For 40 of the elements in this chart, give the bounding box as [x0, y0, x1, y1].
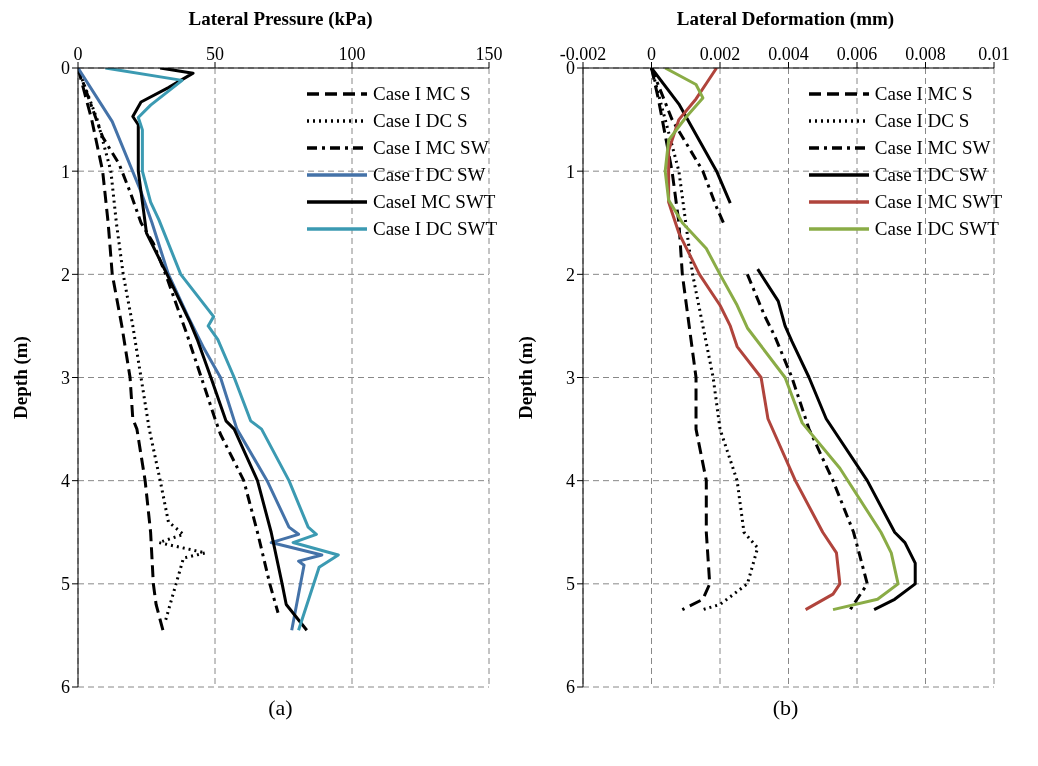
x-tick-label: 0.01	[978, 44, 1010, 64]
y-tick-label: 6	[566, 677, 575, 698]
x-tick-label: 0.006	[836, 44, 878, 64]
y-tick-label: 5	[566, 574, 575, 595]
x-tick-label: 0.008	[905, 44, 946, 64]
y-tick-label: 1	[566, 161, 575, 182]
legend-label: Case I MC SW	[372, 136, 489, 160]
x-tick-label: 150	[475, 44, 503, 64]
y-tick-label: 0	[61, 58, 70, 79]
x-tick-label: 100	[338, 44, 366, 64]
y-tick-label: 1	[61, 161, 70, 182]
y-axis-title: Depth (m)	[514, 336, 537, 419]
y-axis-title: Depth (m)	[9, 336, 32, 419]
y-tick-label: 2	[61, 264, 70, 285]
y-tick-label: 6	[61, 677, 70, 698]
legend-label: Case I MC S	[874, 82, 973, 106]
x-axis-title: Lateral Deformation (mm)	[675, 8, 896, 30]
text: (b)	[772, 695, 799, 720]
y-tick-label: 2	[566, 264, 575, 285]
legend-label: Case I MC SWT	[874, 190, 1002, 214]
y-tick-label: 4	[566, 471, 575, 492]
y-tick-label: 3	[566, 367, 575, 388]
legend-label: Case I MC S	[372, 82, 471, 106]
y-tick-label: 3	[61, 367, 70, 388]
legend-label: Case I DC SWT	[372, 217, 497, 241]
x-axis-title: Lateral Pressure (kPa)	[187, 8, 374, 30]
legend-label: Case I DC S	[874, 109, 970, 133]
text: (a)	[268, 695, 293, 720]
legend-label: Case I DC SWT	[874, 217, 999, 241]
y-tick-label: 5	[61, 574, 70, 595]
legend-label: Case I MC SW	[874, 136, 991, 160]
x-tick-label: 0	[647, 44, 656, 64]
legend-label: Case I DC SW	[372, 163, 486, 187]
y-tick-label: 4	[61, 471, 70, 492]
x-tick-label: 0.004	[768, 44, 809, 64]
legend-label: CaseI MC SWT	[372, 190, 496, 214]
legend-label: Case I DC S	[372, 109, 468, 133]
legend-label: Case I DC SW	[874, 163, 988, 187]
x-tick-label: 50	[206, 44, 224, 64]
x-tick-label: 0.002	[699, 44, 741, 64]
